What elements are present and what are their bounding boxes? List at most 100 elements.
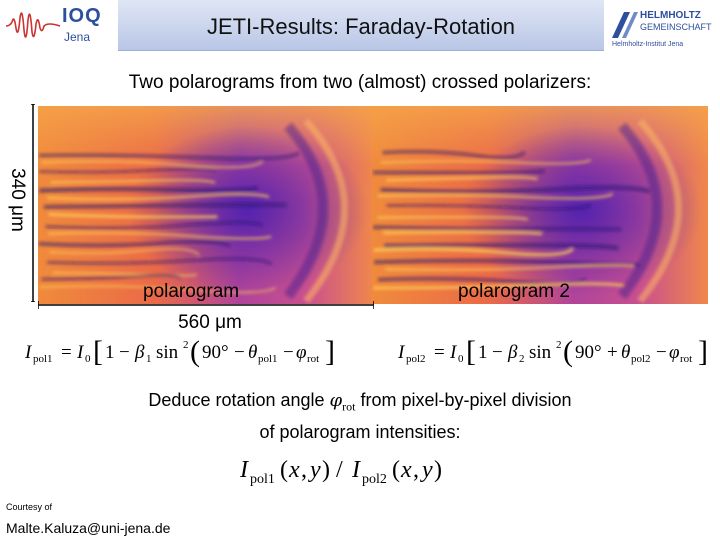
svg-text:I: I [398, 342, 406, 363]
svg-text:(: ( [280, 457, 288, 483]
svg-text:pol2: pol2 [631, 353, 651, 365]
helmholtz-institute-text: Helmholtz-Institut Jena [612, 41, 684, 48]
dark-fringe [38, 239, 231, 248]
polarogram-1-label: polarogram [143, 281, 240, 302]
vertical-scale-bar [31, 104, 35, 302]
dark-fringe [384, 243, 619, 251]
polarogram-2-image [372, 106, 708, 304]
helmholtz-logo-line2: GEMEINSCHAFT [640, 22, 712, 32]
wave-logo-icon [5, 12, 61, 38]
svg-text:pol1: pol1 [33, 353, 53, 365]
dark-fringe [39, 151, 300, 161]
ioq-jena-logo: IOQ Jena [4, 2, 116, 50]
svg-text:2: 2 [519, 353, 525, 365]
deduce-text-after: from pixel-by-pixel division [355, 390, 572, 410]
bright-fringe [386, 176, 538, 182]
svg-text:0: 0 [85, 353, 91, 365]
svg-text:0: 0 [458, 353, 464, 365]
bright-rim [637, 118, 682, 304]
deduce-text: Deduce rotation angle φrot from pixel-by… [0, 388, 720, 445]
svg-text:,: , [301, 457, 307, 483]
dark-fringe [43, 202, 287, 209]
polarogram-1-image [38, 106, 374, 304]
deduce-text-before: Deduce rotation angle [148, 390, 330, 410]
dark-fringe [380, 185, 651, 194]
dark-fringe [382, 150, 526, 160]
bright-fringe [39, 285, 276, 294]
svg-text:−: − [656, 342, 667, 363]
bright-fringe [46, 193, 270, 201]
svg-text:β: β [507, 342, 518, 363]
phi-symbol: φ [329, 390, 343, 411]
svg-text:I: I [25, 342, 33, 363]
bright-fringe [50, 179, 216, 184]
ratio-equation: I pol1 ( x , y ) / I pol2 ( x , y ) [239, 457, 442, 487]
svg-text:rot: rot [680, 353, 692, 365]
svg-text:/: / [336, 457, 343, 483]
svg-text:rot: rot [307, 353, 319, 365]
bright-fringe [373, 282, 626, 290]
svg-text:y: y [308, 457, 321, 483]
courtesy-text: Courtesy of [6, 502, 53, 512]
svg-text:90°: 90° [575, 342, 602, 363]
svg-text:+: + [607, 342, 618, 363]
bright-fringe [48, 213, 218, 219]
deduce-text-line2: of polarogram intensities: [259, 421, 461, 442]
svg-text:1: 1 [105, 342, 115, 363]
bright-fringe [380, 159, 592, 165]
bright-fringe [48, 232, 272, 240]
bright-fringe [373, 247, 574, 257]
svg-text:−: − [283, 342, 294, 363]
shock-front [618, 122, 662, 300]
bright-fringe [385, 264, 635, 271]
intensity-equation-1: I pol1 = I 0 [ 1 − β 1 sin 2 ( 90° − θ p… [25, 335, 335, 368]
svg-text:β: β [134, 342, 145, 363]
horizontal-scale-label: 560 μm [178, 312, 242, 333]
svg-text:1: 1 [146, 353, 152, 365]
ioq-logo-subtext: Jena [64, 30, 91, 44]
dark-fringe [372, 169, 545, 175]
helmholtz-logo-line1: HELMHOLTZ [640, 10, 701, 21]
svg-text:=: = [434, 342, 445, 363]
bright-rim [303, 118, 348, 304]
ioq-logo-text: IOQ [62, 5, 102, 27]
dark-fringe [39, 185, 259, 193]
polarogram-2-label: polarogram 2 [458, 281, 570, 302]
helmholtz-logo: HELMHOLTZ GEMEINSCHAFT Helmholtz-Institu… [606, 2, 718, 50]
svg-text:]: ] [325, 335, 335, 368]
bright-fringe [49, 248, 200, 256]
svg-text:=: = [61, 342, 72, 363]
title-bar [118, 0, 604, 51]
svg-text:[: [ [466, 335, 476, 368]
svg-text:−: − [492, 342, 503, 363]
bright-fringe [41, 160, 263, 169]
svg-text:[: [ [93, 335, 103, 368]
dark-fringe [374, 258, 640, 267]
dark-fringe [386, 203, 592, 211]
phi-subscript: rot [342, 399, 356, 414]
bright-fringe [383, 230, 543, 236]
svg-text:I: I [351, 457, 361, 483]
svg-text:−: − [119, 342, 130, 363]
svg-text:pol1: pol1 [250, 472, 275, 487]
svg-text:): ) [322, 457, 330, 483]
svg-text:φ: φ [296, 342, 307, 363]
svg-text:1: 1 [478, 342, 488, 363]
svg-text:2: 2 [556, 339, 562, 351]
vertical-scale-label: 340 μm [7, 168, 28, 232]
slide-title: JETI-Results: Faraday-Rotation [206, 14, 516, 39]
svg-text:sin: sin [529, 342, 552, 363]
svg-text:x: x [400, 457, 412, 483]
svg-text:(: ( [563, 335, 573, 368]
svg-text:−: − [234, 342, 245, 363]
bright-fringe [377, 216, 529, 221]
dark-fringe [373, 225, 622, 231]
horizontal-scale-bar [38, 301, 374, 309]
svg-text:pol2: pol2 [406, 353, 426, 365]
svg-text:pol2: pol2 [362, 472, 387, 487]
bright-fringe [377, 192, 614, 200]
svg-text:I: I [449, 342, 458, 363]
svg-text:θ: θ [621, 342, 630, 363]
dark-fringe [47, 257, 273, 266]
helmholtz-emblem-icon [612, 12, 638, 38]
